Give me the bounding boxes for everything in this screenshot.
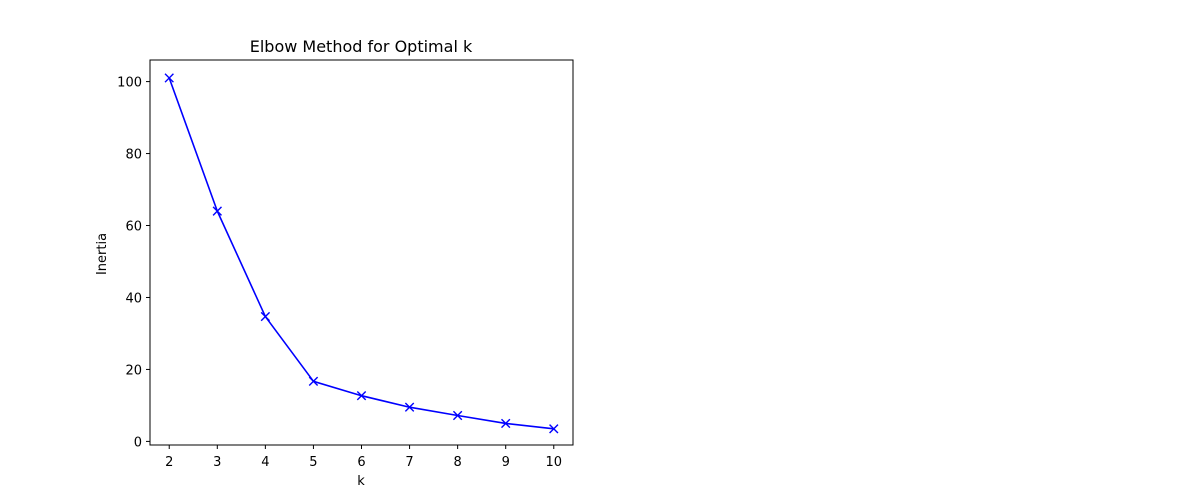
data-point-k-2 bbox=[164, 73, 174, 83]
data-point-k-7 bbox=[404, 402, 415, 412]
y-axis-label: Inertia bbox=[95, 233, 110, 275]
x-marker-stroke bbox=[212, 206, 222, 216]
x-tick-label: 10 bbox=[545, 455, 562, 470]
data-point-k-8 bbox=[452, 410, 463, 421]
data-point-k-4 bbox=[260, 311, 271, 322]
x-marker-stroke bbox=[549, 424, 559, 434]
y-tick-label: 20 bbox=[125, 363, 142, 378]
x-tick-label: 4 bbox=[261, 455, 269, 470]
x-axis-label: k bbox=[357, 474, 365, 489]
x-marker-stroke bbox=[404, 402, 415, 412]
data-point-k-6 bbox=[356, 391, 367, 401]
x-marker-stroke bbox=[164, 73, 174, 83]
x-marker-stroke bbox=[452, 410, 463, 421]
x-marker-stroke bbox=[501, 418, 511, 429]
y-axis-ticks: 0 20 40 60 80 100 bbox=[117, 76, 150, 450]
y-tick-label: 40 bbox=[125, 291, 142, 306]
x-tick-label: 8 bbox=[453, 455, 461, 470]
x-axis-ticks: 2 3 4 5 6 7 8 9 10 bbox=[165, 445, 562, 470]
chart-title: Elbow Method for Optimal k bbox=[250, 37, 473, 56]
x-marker-stroke bbox=[260, 311, 271, 322]
data-point-k-3 bbox=[212, 206, 222, 216]
data-point-k-9 bbox=[501, 418, 511, 429]
data-point-k-10 bbox=[549, 424, 559, 434]
axes-frame bbox=[149, 59, 574, 446]
y-tick-label: 0 bbox=[134, 435, 142, 450]
y-tick-label: 60 bbox=[125, 220, 142, 235]
x-marker-stroke bbox=[308, 376, 319, 387]
x-tick-label: 3 bbox=[213, 455, 221, 470]
y-tick-label: 100 bbox=[117, 76, 142, 91]
y-tick-label: 80 bbox=[125, 148, 142, 163]
x-tick-label: 7 bbox=[405, 455, 413, 470]
x-tick-label: 5 bbox=[309, 455, 317, 470]
x-tick-label: 2 bbox=[165, 455, 173, 470]
series-layer bbox=[164, 73, 559, 434]
x-tick-label: 9 bbox=[502, 455, 510, 470]
data-point-k-5 bbox=[308, 376, 319, 387]
x-marker-stroke bbox=[356, 391, 367, 401]
x-tick-label: 6 bbox=[357, 455, 365, 470]
